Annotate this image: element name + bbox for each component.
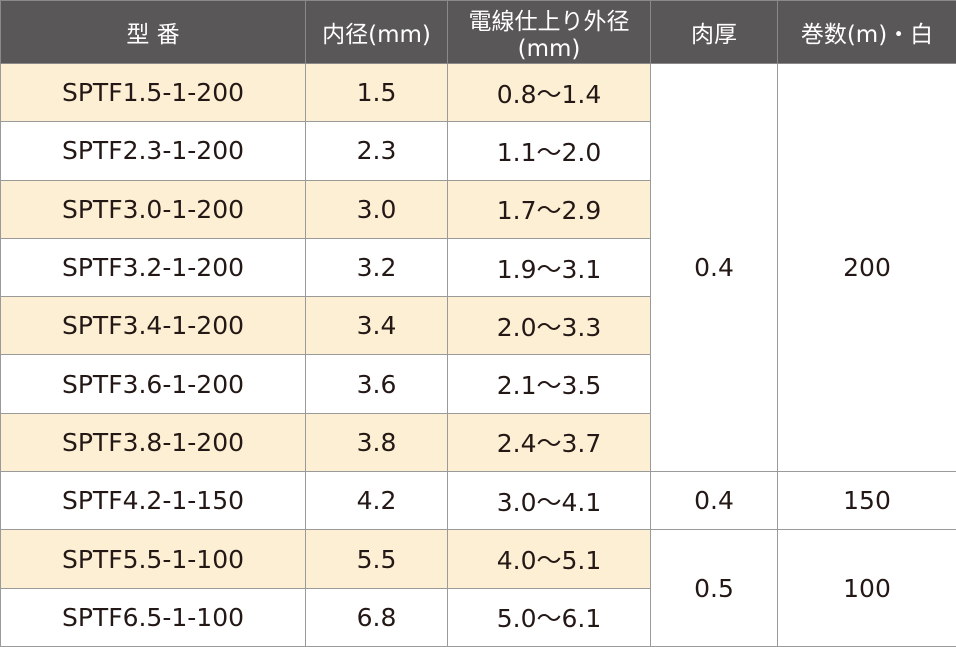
- table-cell: SPTF3.6-1-200: [0, 354, 306, 414]
- table-cell: 3.4: [305, 296, 448, 356]
- table-row: SPTF2.3-1-200 2.3 1.1～2.0: [0, 121, 956, 181]
- table-cell: SPTF4.2-1-150: [0, 471, 306, 531]
- table-row: SPTF6.5-1-100 6.8 5.0～6.1: [0, 587, 956, 647]
- table-row: SPTF5.5-1-100 5.5 4.0～5.1 0.5 100: [0, 529, 956, 647]
- table-body: SPTF1.5-1-200 1.5 0.8～1.4 0.4 200 SPTF2.3-1-2…: [0, 62, 956, 647]
- table-cell: 2.0～3.3: [447, 296, 651, 356]
- table-cell: 1.5: [305, 62, 448, 123]
- header-cell: 肉厚: [650, 0, 778, 64]
- table-cell: 0.8～1.4: [447, 62, 651, 123]
- table-cell: 3.6: [305, 354, 448, 414]
- table-cell: 3.8: [305, 412, 448, 473]
- table-cell: 1.9～3.1: [447, 237, 651, 298]
- header-row: 型 番内径(mm) 電線仕上り外径(mm) 肉厚 巻数(m)・白: [0, 0, 956, 64]
- table-cell: 2.1～3.5: [447, 354, 651, 414]
- table-cell: SPTF1.5-1-200: [0, 62, 306, 123]
- table-row: SPTF4.2-1-150 4.2 3.0～4.1 0.4 150: [0, 471, 956, 531]
- table-cell: 0.4: [650, 471, 778, 531]
- table-cell: 0.4: [650, 62, 778, 473]
- table-cell: 3.0: [305, 179, 448, 239]
- table-row: SPTF3.4-1-200 3.4 2.0～3.3: [0, 296, 956, 356]
- table-cell: 3.2: [305, 237, 448, 298]
- table-cell: 4.2: [305, 471, 448, 531]
- table-cell: 150: [777, 471, 956, 531]
- table-row: SPTF1.5-1-200 1.5 0.8～1.4 0.4 200: [0, 62, 956, 473]
- table-row: SPTF3.0-1-200 3.0 1.7～2.9: [0, 179, 956, 239]
- header-cell: 電線仕上り外径(mm): [447, 0, 651, 64]
- table-cell: 4.0～5.1: [447, 529, 651, 589]
- table-cell: SPTF3.8-1-200: [0, 412, 306, 473]
- header-cell: 内径(mm): [305, 0, 448, 64]
- table-cell: 200: [777, 62, 956, 473]
- table-cell: 3.0～4.1: [447, 471, 651, 531]
- table-row: SPTF3.2-1-200 3.2 1.9～3.1: [0, 237, 956, 298]
- table-cell: 2.4～3.7: [447, 412, 651, 473]
- table-cell: SPTF3.0-1-200: [0, 179, 306, 239]
- table-cell: 0.5: [650, 529, 778, 647]
- header-cell: 型 番: [0, 0, 306, 64]
- table-cell: 1.1～2.0: [447, 121, 651, 181]
- table-cell: SPTF6.5-1-100: [0, 587, 306, 647]
- table-cell: SPTF3.2-1-200: [0, 237, 306, 298]
- table-cell: 2.3: [305, 121, 448, 181]
- table-cell: SPTF2.3-1-200: [0, 121, 306, 181]
- table-cell: SPTF5.5-1-100: [0, 529, 306, 589]
- table-cell: 5.0～6.1: [447, 587, 651, 647]
- header-cell: 巻数(m)・白: [777, 0, 956, 64]
- table-cell: 5.5: [305, 529, 448, 589]
- table-cell: 100: [777, 529, 956, 647]
- table-cell: 6.8: [305, 587, 448, 647]
- table-row: SPTF3.8-1-200 3.8 2.4～3.7: [0, 412, 956, 473]
- table-cell: 1.7～2.9: [447, 179, 651, 239]
- table-cell: SPTF3.4-1-200: [0, 296, 306, 356]
